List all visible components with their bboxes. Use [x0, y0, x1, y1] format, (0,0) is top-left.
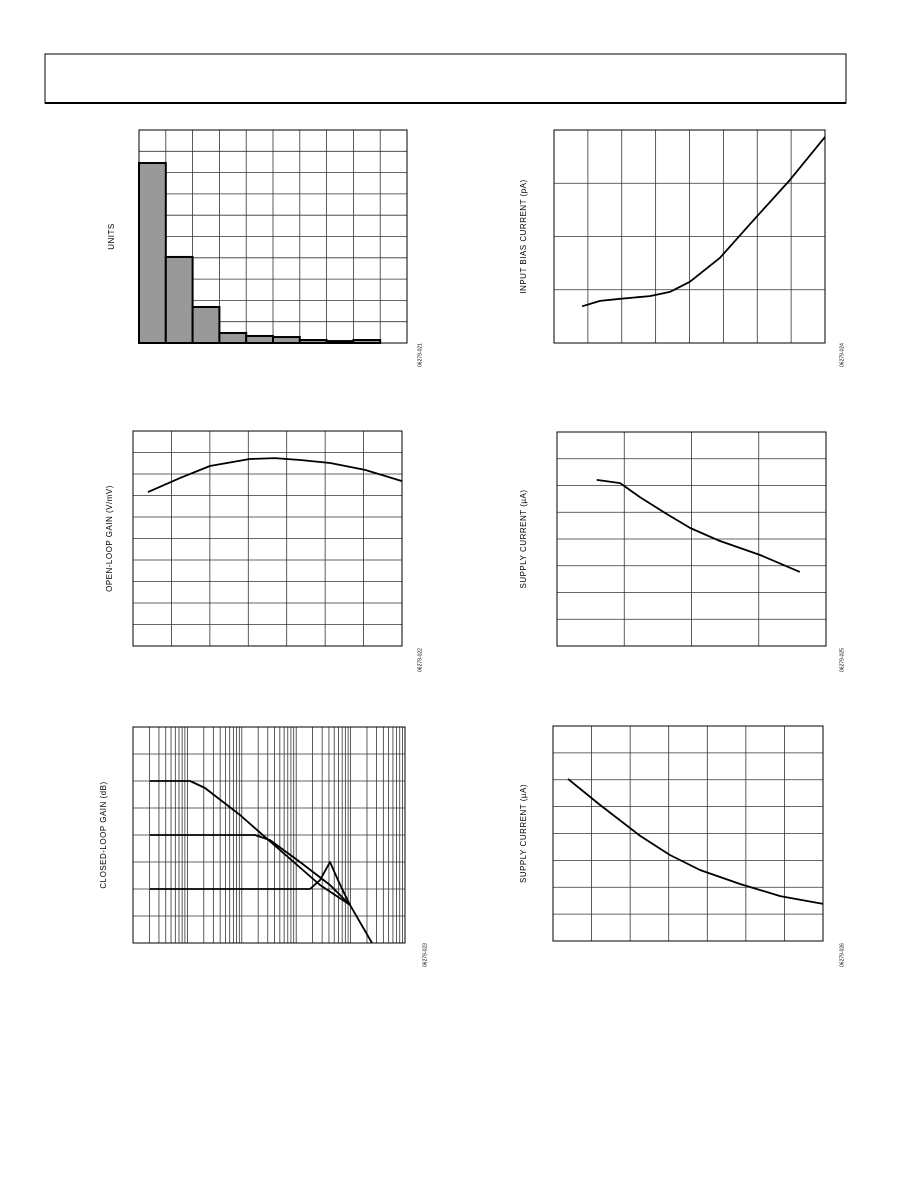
curve: [150, 834, 351, 906]
plot-frame: [138, 129, 408, 344]
plot-frame: [132, 430, 403, 647]
figure-code: 06279-024: [839, 343, 845, 367]
curve: [147, 457, 403, 493]
bar: [191, 306, 221, 344]
figure-code: 06279-026: [839, 943, 845, 967]
y-axis-label: CLOSED-LOOP GAIN (dB): [99, 781, 108, 888]
curve: [567, 778, 824, 905]
plot-frame: [556, 431, 827, 647]
y-axis-label: OPEN-LOOP GAIN (V/mV): [105, 485, 114, 592]
curve: [150, 780, 373, 944]
bar: [245, 334, 274, 345]
figure-code: 06279-022: [417, 648, 423, 672]
curve: [596, 479, 801, 573]
figure-code: 06279-021: [417, 343, 423, 367]
bar: [272, 336, 301, 345]
plot-frame: [553, 129, 826, 344]
bar: [164, 255, 194, 344]
plot-frame: [552, 725, 824, 942]
y-axis-label: SUPPLY CURRENT (µA): [519, 784, 528, 883]
curve: [581, 136, 826, 308]
plot-frame: [132, 726, 406, 944]
bar: [138, 162, 167, 344]
curve: [150, 861, 351, 906]
y-axis-label: UNITS: [107, 223, 116, 250]
bar: [218, 331, 248, 345]
figure-code: 06279-025: [839, 648, 845, 672]
y-axis-label: INPUT BIAS CURRENT (pA): [519, 179, 528, 293]
header-box: [44, 53, 847, 104]
y-axis-label: SUPPLY CURRENT (µA): [519, 489, 528, 588]
figure-code: 06279-023: [422, 943, 428, 967]
